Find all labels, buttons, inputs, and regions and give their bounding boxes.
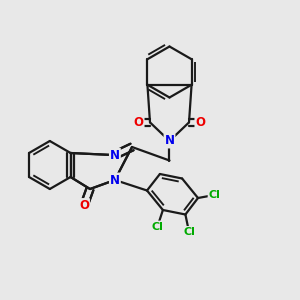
Text: O: O — [134, 116, 144, 129]
Text: O: O — [195, 116, 206, 129]
Text: N: N — [110, 173, 120, 187]
Text: N: N — [164, 134, 175, 148]
Text: Cl: Cl — [152, 221, 164, 232]
Text: N: N — [110, 148, 120, 162]
Text: Cl: Cl — [208, 190, 220, 200]
Text: Cl: Cl — [183, 227, 195, 237]
Text: O: O — [79, 199, 89, 212]
